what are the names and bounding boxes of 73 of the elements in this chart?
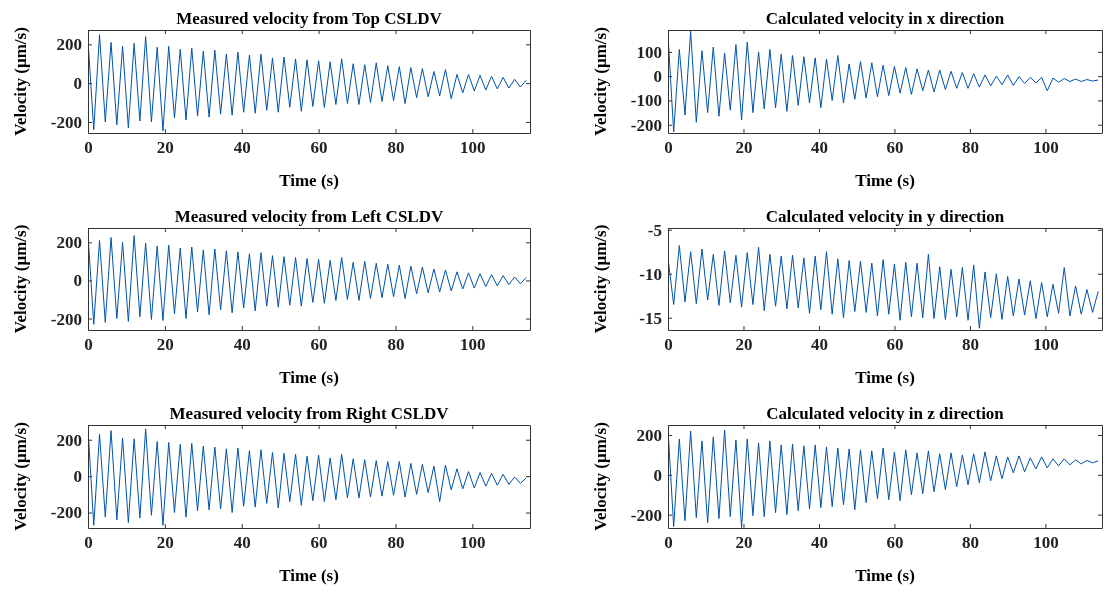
- line-series: [668, 245, 1099, 329]
- x-tick-label: 40: [233, 335, 251, 355]
- x-tick-label: 20: [735, 533, 753, 553]
- x-tick-label: 20: [735, 138, 753, 158]
- line-series: [668, 30, 1099, 133]
- x-tick-label: 100: [460, 335, 486, 355]
- x-tick-label: 60: [886, 138, 904, 158]
- x-tick-label: 80: [387, 335, 405, 355]
- line-series: [88, 34, 527, 132]
- x-tick-label: 20: [735, 335, 753, 355]
- x-tick-label: 60: [886, 335, 904, 355]
- y-axis-title: Velocity (μm/s): [11, 224, 30, 334]
- y-tick-label: -200: [630, 505, 662, 525]
- y-tick-label: 0: [73, 271, 82, 291]
- y-tick-label: -10: [639, 264, 662, 284]
- y-tick-label: 0: [653, 465, 662, 485]
- chart-title: Calculated velocity in y direction: [765, 207, 1005, 226]
- y-tick-label: -100: [630, 91, 662, 111]
- x-tick-label: 40: [233, 533, 251, 553]
- y-tick-label: 200: [56, 430, 82, 450]
- x-tick-label: 40: [810, 335, 828, 355]
- x-tick-label: 60: [886, 533, 904, 553]
- x-tick-label: 100: [1033, 138, 1059, 158]
- x-axis-title: Time (s): [279, 368, 339, 387]
- x-axis-title: Time (s): [855, 368, 915, 387]
- y-axis-title: Velocity (μm/s): [591, 27, 610, 136]
- y-tick-label: -15: [639, 308, 662, 328]
- line-series: [668, 428, 1099, 528]
- x-tick-label: 60: [310, 533, 328, 553]
- x-tick-label: 20: [156, 138, 174, 158]
- x-axis-title: Time (s): [279, 566, 339, 585]
- chart-title: Measured velocity from Top CSLDV: [176, 9, 443, 28]
- x-axis-title: Time (s): [855, 171, 915, 190]
- x-axis-title: Time (s): [855, 566, 915, 585]
- x-tick-label: 40: [233, 138, 251, 158]
- x-tick-label: 20: [156, 335, 174, 355]
- y-tick-label: -5: [647, 220, 662, 240]
- x-tick-label: 80: [961, 138, 979, 158]
- x-tick-label: 80: [387, 533, 405, 553]
- x-tick-label: 80: [387, 138, 405, 158]
- x-tick-label: 100: [460, 138, 486, 158]
- y-tick-label: 0: [73, 74, 82, 94]
- x-tick-label: 80: [961, 335, 979, 355]
- y-axis-title: Velocity (μm/s): [591, 422, 610, 531]
- x-tick-label: 100: [1033, 533, 1059, 553]
- x-tick-label: 100: [1033, 335, 1059, 355]
- y-tick-label: 0: [653, 67, 662, 87]
- line-series: [88, 428, 527, 526]
- x-axis-title: Time (s): [279, 171, 339, 190]
- x-tick-label: 100: [460, 533, 486, 553]
- y-axis-title: Velocity (μm/s): [11, 27, 30, 136]
- y-tick-label: 200: [56, 233, 82, 253]
- chart-title: Measured velocity from Right CSLDV: [169, 404, 450, 423]
- x-tick-label: 20: [156, 533, 174, 553]
- y-tick-label: -200: [630, 115, 662, 135]
- line-series: [88, 234, 527, 325]
- chart-title: Calculated velocity in z direction: [766, 404, 1005, 423]
- y-tick-label: 200: [56, 35, 82, 55]
- x-tick-label: 80: [961, 533, 979, 553]
- chart-title: Measured velocity from Left CSLDV: [174, 207, 444, 226]
- y-axis-title: Velocity (μm/s): [591, 224, 610, 334]
- y-tick-label: -200: [50, 309, 82, 329]
- x-tick-label: 60: [310, 335, 328, 355]
- chart-title: Calculated velocity in x direction: [765, 9, 1005, 28]
- y-tick-label: 200: [636, 425, 662, 445]
- x-tick-label: 40: [810, 533, 828, 553]
- y-tick-label: -200: [50, 112, 82, 132]
- y-tick-label: 0: [73, 467, 82, 487]
- y-tick-label: -200: [50, 503, 82, 523]
- y-axis-title: Velocity (μm/s): [11, 422, 30, 531]
- x-tick-label: 60: [310, 138, 328, 158]
- x-tick-label: 40: [810, 138, 828, 158]
- y-tick-label: 100: [636, 42, 662, 62]
